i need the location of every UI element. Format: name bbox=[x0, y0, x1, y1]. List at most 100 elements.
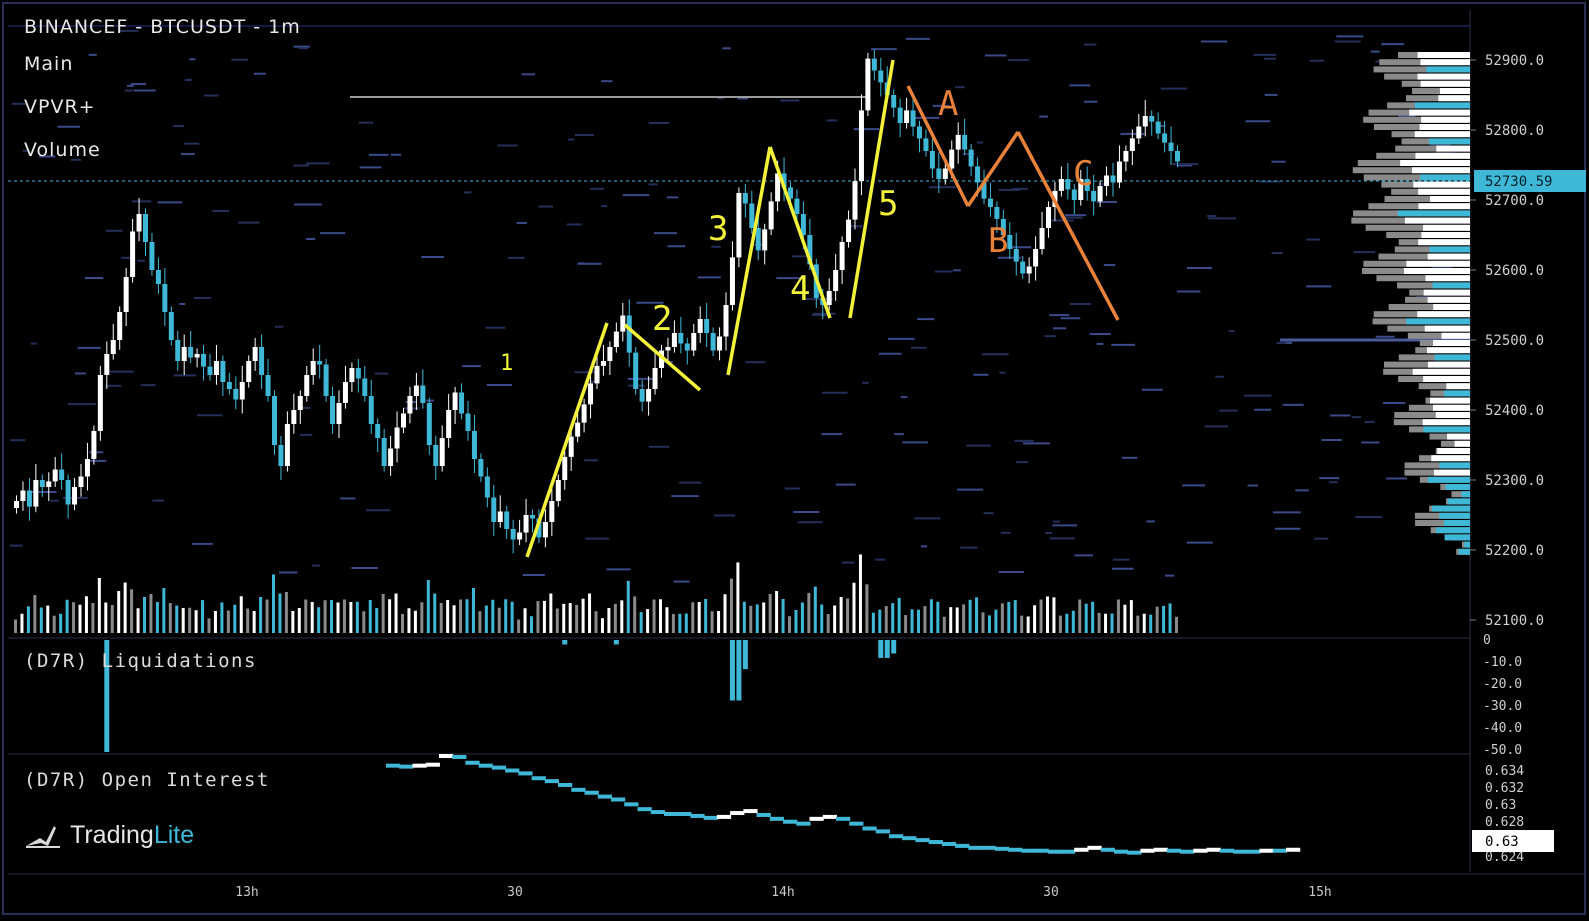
candle-body[interactable] bbox=[594, 365, 600, 384]
candle-body[interactable] bbox=[678, 333, 684, 344]
candle-body[interactable] bbox=[104, 354, 110, 375]
candle-body[interactable] bbox=[697, 319, 703, 333]
candle-body[interactable] bbox=[239, 382, 245, 400]
candle-body[interactable] bbox=[149, 242, 155, 270]
candle-body[interactable] bbox=[401, 413, 406, 428]
candle-body[interactable] bbox=[375, 424, 381, 438]
candle-body[interactable] bbox=[620, 315, 626, 332]
liquidations-pane-title[interactable]: (D7R) Liquidations bbox=[24, 650, 257, 672]
candle-body[interactable] bbox=[336, 403, 342, 424]
candle-body[interactable] bbox=[923, 138, 929, 151]
impulse-wave-leg[interactable] bbox=[768, 146, 832, 319]
candle-body[interactable] bbox=[865, 58, 871, 111]
candle-body[interactable] bbox=[536, 518, 542, 538]
layer-main[interactable]: Main bbox=[24, 53, 74, 75]
candle-body[interactable] bbox=[355, 368, 361, 379]
candle-body[interactable] bbox=[1104, 175, 1110, 187]
candle-body[interactable] bbox=[304, 375, 310, 396]
candle-body[interactable] bbox=[284, 424, 290, 466]
candle-body[interactable] bbox=[749, 203, 755, 229]
candle-body[interactable] bbox=[542, 522, 548, 538]
candle-body[interactable] bbox=[1097, 186, 1103, 202]
candle-body[interactable] bbox=[717, 336, 723, 351]
candle-body[interactable] bbox=[1175, 151, 1180, 162]
candle-body[interactable] bbox=[446, 410, 452, 438]
candle-body[interactable] bbox=[1071, 189, 1077, 201]
candle-body[interactable] bbox=[704, 319, 710, 333]
candle-body[interactable] bbox=[433, 445, 439, 466]
candle-body[interactable] bbox=[97, 375, 103, 431]
candle-body[interactable] bbox=[33, 480, 39, 507]
candle-body[interactable] bbox=[1136, 126, 1142, 139]
correction-wave-leg[interactable] bbox=[1016, 131, 1120, 321]
candle-body[interactable] bbox=[994, 207, 1000, 219]
candle-body[interactable] bbox=[123, 277, 129, 312]
candle-body[interactable] bbox=[633, 352, 639, 389]
candle-body[interactable] bbox=[1110, 175, 1116, 183]
candle-body[interactable] bbox=[665, 347, 671, 351]
candle-body[interactable] bbox=[1116, 161, 1122, 183]
candle-body[interactable] bbox=[523, 515, 529, 533]
candle-body[interactable] bbox=[349, 368, 355, 382]
candle-body[interactable] bbox=[188, 347, 194, 358]
candle-body[interactable] bbox=[710, 333, 716, 351]
candle-body[interactable] bbox=[26, 490, 32, 507]
candle-body[interactable] bbox=[729, 257, 735, 305]
candle-body[interactable] bbox=[459, 392, 465, 414]
candle-body[interactable] bbox=[607, 347, 613, 361]
candle-body[interactable] bbox=[1020, 261, 1026, 274]
candle-body[interactable] bbox=[755, 228, 761, 251]
open-interest-pane-title[interactable]: (D7R) Open Interest bbox=[24, 769, 270, 791]
candle-body[interactable] bbox=[833, 270, 839, 291]
candle-body[interactable] bbox=[917, 126, 922, 139]
candle-body[interactable] bbox=[1007, 235, 1013, 249]
candle-body[interactable] bbox=[181, 347, 187, 361]
candle-body[interactable] bbox=[1000, 218, 1006, 235]
candle-body[interactable] bbox=[1084, 179, 1090, 191]
candle-body[interactable] bbox=[1013, 249, 1019, 262]
candle-body[interactable] bbox=[762, 229, 768, 251]
candle-body[interactable] bbox=[575, 422, 581, 437]
candle-body[interactable] bbox=[517, 532, 523, 540]
candle-body[interactable] bbox=[852, 181, 858, 220]
candle-body[interactable] bbox=[568, 436, 574, 457]
candle-body[interactable] bbox=[342, 382, 348, 403]
candle-body[interactable] bbox=[659, 350, 664, 369]
candle-body[interactable] bbox=[59, 469, 65, 481]
candle-body[interactable] bbox=[1123, 151, 1129, 162]
candle-body[interactable] bbox=[233, 389, 239, 400]
candle-body[interactable] bbox=[362, 378, 368, 397]
candle-body[interactable] bbox=[317, 361, 323, 365]
candle-body[interactable] bbox=[1078, 179, 1084, 200]
candle-body[interactable] bbox=[110, 340, 116, 354]
candle-body[interactable] bbox=[510, 529, 516, 540]
impulse-wave-leg[interactable] bbox=[623, 323, 702, 392]
candle-body[interactable] bbox=[1046, 207, 1051, 228]
candle-body[interactable] bbox=[962, 134, 968, 150]
candle-body[interactable] bbox=[201, 354, 207, 367]
candle-body[interactable] bbox=[942, 168, 948, 180]
candle-body[interactable] bbox=[936, 168, 942, 180]
candle-body[interactable] bbox=[278, 445, 284, 466]
candle-body[interactable] bbox=[949, 149, 955, 169]
candle-body[interactable] bbox=[1149, 116, 1155, 122]
candle-body[interactable] bbox=[78, 476, 84, 488]
candle-body[interactable] bbox=[626, 315, 632, 353]
candle-body[interactable] bbox=[891, 95, 897, 108]
candle-body[interactable] bbox=[929, 151, 935, 169]
candle-body[interactable] bbox=[1155, 121, 1161, 134]
impulse-wave-leg[interactable] bbox=[525, 322, 609, 558]
candle-body[interactable] bbox=[910, 110, 916, 127]
candle-body[interactable] bbox=[259, 347, 265, 375]
candle-body[interactable] bbox=[310, 361, 316, 375]
candle-body[interactable] bbox=[155, 270, 161, 284]
candle-body[interactable] bbox=[478, 459, 484, 477]
candle-body[interactable] bbox=[265, 375, 271, 396]
candle-body[interactable] bbox=[904, 110, 910, 123]
candle-body[interactable] bbox=[272, 396, 277, 445]
candle-body[interactable] bbox=[291, 410, 297, 424]
candle-body[interactable] bbox=[639, 389, 645, 402]
candle-body[interactable] bbox=[987, 198, 993, 207]
candle-body[interactable] bbox=[143, 214, 148, 242]
